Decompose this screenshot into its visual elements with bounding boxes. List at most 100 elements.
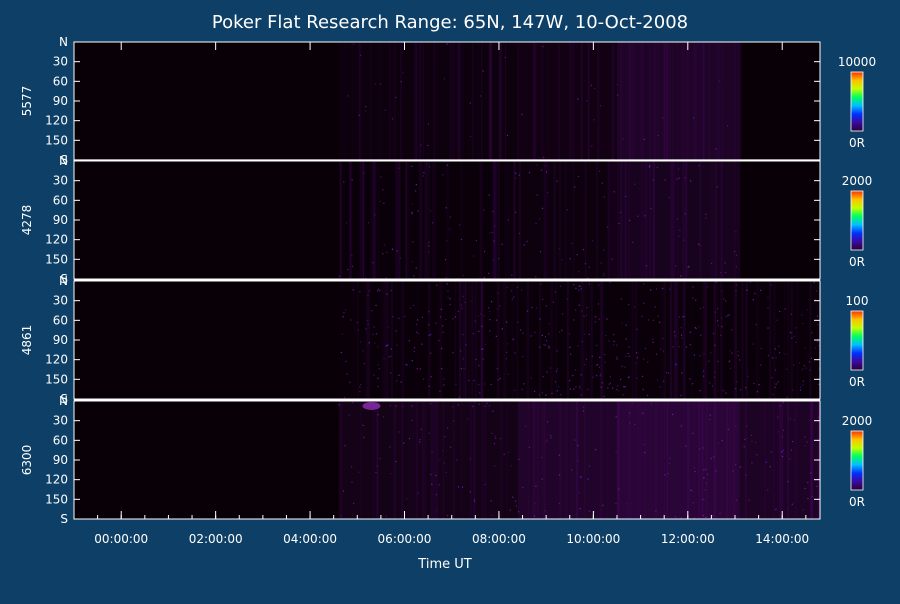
noise-dot: [340, 351, 342, 354]
emission-streak: [494, 161, 496, 279]
emission-streak: [454, 281, 456, 399]
noise-dot: [379, 290, 381, 292]
noise-dot: [692, 297, 694, 299]
noise-dot: [497, 379, 499, 381]
noise-dot: [603, 249, 605, 251]
noise-dot: [731, 329, 733, 331]
noise-dot: [342, 490, 345, 492]
emission-streak: [720, 281, 723, 399]
noise-dot: [620, 378, 622, 381]
noise-dot: [359, 341, 362, 343]
noise-dot: [445, 277, 447, 279]
y-tick-label: S: [60, 512, 68, 526]
noise-dot: [350, 466, 353, 468]
noise-dot: [512, 496, 514, 498]
emission-streak: [787, 281, 790, 399]
y-tick-label: 120: [45, 473, 68, 487]
noise-dot: [691, 383, 694, 385]
noise-dot: [365, 106, 367, 108]
noise-dot: [551, 392, 553, 395]
noise-dot: [722, 389, 724, 392]
noise-dot: [694, 326, 696, 329]
noise-dot: [348, 414, 350, 416]
noise-dot: [522, 355, 524, 358]
noise-dot: [506, 286, 508, 288]
noise-dot: [656, 288, 658, 290]
noise-dot: [736, 381, 738, 383]
noise-dot: [343, 396, 346, 399]
noise-dot: [777, 416, 779, 418]
noise-dot: [607, 387, 609, 389]
noise-dot: [482, 70, 484, 72]
noise-dot: [665, 372, 668, 374]
emission-streak: [527, 401, 530, 519]
emission-streak: [714, 281, 716, 399]
emission-streak: [720, 161, 723, 279]
noise-dot: [769, 466, 771, 468]
emission-streak: [553, 161, 556, 279]
noise-dot: [340, 515, 342, 517]
noise-dot: [495, 335, 497, 337]
noise-dot: [790, 449, 793, 451]
emission-streak: [408, 401, 411, 519]
emission-streak: [580, 281, 584, 399]
noise-dot: [395, 330, 397, 332]
emission-streak: [505, 281, 507, 399]
emission-streak: [567, 281, 569, 399]
noise-dot: [593, 511, 595, 513]
noise-dot: [779, 405, 781, 407]
emission-streak: [358, 42, 361, 160]
y-tick-label: 90: [53, 213, 68, 227]
noise-dot: [415, 267, 417, 269]
emission-streak: [703, 281, 707, 399]
noise-dot: [427, 144, 429, 147]
noise-dot: [735, 290, 737, 292]
emission-streak: [638, 161, 640, 279]
noise-dot: [678, 235, 680, 238]
noise-dot: [374, 83, 376, 85]
noise-dot: [411, 405, 413, 407]
noise-dot: [538, 394, 540, 396]
noise-dot: [702, 375, 705, 377]
noise-dot: [408, 340, 410, 342]
emission-streak: [388, 42, 392, 160]
noise-dot: [572, 374, 574, 377]
noise-dot: [689, 344, 691, 346]
noise-dot: [695, 299, 697, 301]
noise-dot: [365, 277, 367, 280]
emission-streak: [639, 42, 642, 160]
noise-dot: [481, 325, 483, 327]
emission-streak: [414, 42, 417, 160]
emission-streak: [635, 281, 637, 399]
noise-dot: [629, 422, 631, 424]
noise-dot: [770, 284, 772, 286]
emission-streak: [469, 281, 471, 399]
emission-streak: [643, 161, 647, 279]
noise-dot: [454, 316, 456, 318]
noise-dot: [352, 401, 354, 404]
noise-dot: [600, 386, 602, 388]
emission-streak: [796, 281, 799, 399]
noise-dot: [351, 481, 353, 483]
noise-dot: [733, 250, 736, 252]
noise-dot: [729, 367, 732, 370]
noise-dot: [588, 510, 590, 512]
emission-streak: [545, 161, 548, 279]
noise-dot: [392, 316, 394, 318]
noise-dot: [599, 375, 601, 377]
noise-speckle: [338, 401, 821, 521]
noise-dot: [503, 453, 505, 455]
noise-dot: [662, 117, 664, 119]
noise-dot: [649, 165, 651, 167]
noise-dot: [541, 298, 544, 300]
noise-dot: [426, 163, 428, 165]
noise-dot: [662, 337, 664, 340]
noise-dot: [571, 469, 573, 471]
emission-streak: [583, 401, 586, 519]
emission-streak: [383, 281, 386, 399]
emission-streak: [718, 42, 720, 160]
noise-dot: [367, 319, 369, 321]
noise-dot: [807, 309, 809, 311]
emission-streak: [641, 42, 644, 160]
noise-dot: [804, 445, 806, 447]
